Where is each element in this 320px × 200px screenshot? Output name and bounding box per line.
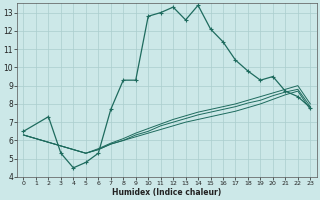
- X-axis label: Humidex (Indice chaleur): Humidex (Indice chaleur): [112, 188, 221, 197]
